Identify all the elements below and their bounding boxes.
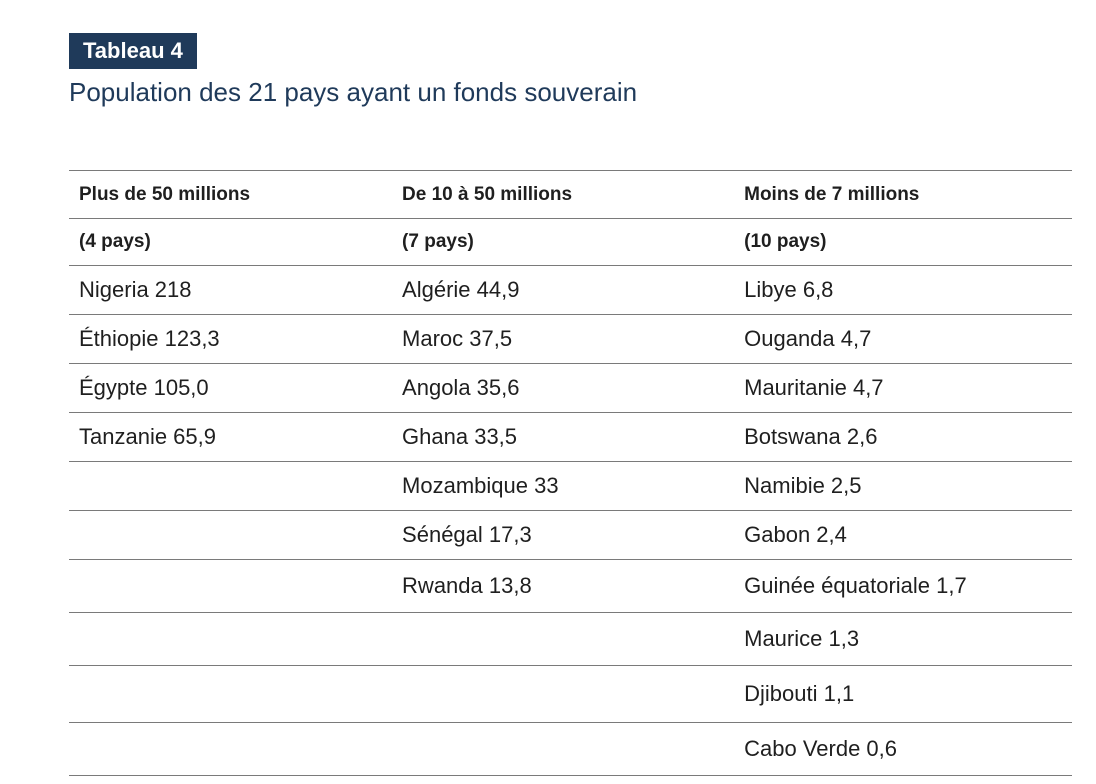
table-title: Population des 21 pays ayant un fonds so… bbox=[69, 77, 638, 107]
table-cell bbox=[392, 665, 735, 723]
table-cell: Djibouti 1,1 bbox=[734, 665, 1072, 723]
table-cell: Libye 6,8 bbox=[734, 265, 1072, 315]
table-row: Cabo Verde 0,6 bbox=[69, 722, 1072, 776]
column-count: (4 pays) bbox=[69, 218, 393, 266]
table-header-row: Plus de 50 millions De 10 à 50 millions … bbox=[69, 170, 1072, 219]
column-count: (10 pays) bbox=[734, 218, 1072, 266]
table-row: Rwanda 13,8 Guinée équatoriale 1,7 bbox=[69, 559, 1072, 613]
table-cell: Mozambique 33 bbox=[392, 461, 735, 511]
table-cell bbox=[69, 510, 393, 560]
column-header: De 10 à 50 millions bbox=[392, 170, 735, 219]
table-cell bbox=[392, 612, 735, 666]
table-cell: Tanzanie 65,9 bbox=[69, 412, 393, 462]
table-cell: Maurice 1,3 bbox=[734, 612, 1072, 666]
table-cell bbox=[69, 612, 393, 666]
table-row: Éthiopie 123,3 Maroc 37,5 Ouganda 4,7 bbox=[69, 314, 1072, 364]
table-cell: Égypte 105,0 bbox=[69, 363, 393, 413]
table-cell bbox=[69, 559, 393, 613]
table-cell: Angola 35,6 bbox=[392, 363, 735, 413]
table-cell: Maroc 37,5 bbox=[392, 314, 735, 364]
table-cell: Éthiopie 123,3 bbox=[69, 314, 393, 364]
table-row: Mozambique 33 Namibie 2,5 bbox=[69, 461, 1072, 511]
table-cell: Nigeria 218 bbox=[69, 265, 393, 315]
table-number-badge: Tableau 4 bbox=[69, 33, 197, 69]
table-cell: Mauritanie 4,7 bbox=[734, 363, 1072, 413]
table-cell: Rwanda 13,8 bbox=[392, 559, 735, 613]
table-row: Djibouti 1,1 bbox=[69, 665, 1072, 723]
table-cell: Ghana 33,5 bbox=[392, 412, 735, 462]
table-cell bbox=[69, 665, 393, 723]
table-row: Maurice 1,3 bbox=[69, 612, 1072, 666]
table-cell: Sénégal 17,3 bbox=[392, 510, 735, 560]
table-count-row: (4 pays) (7 pays) (10 pays) bbox=[69, 218, 1072, 266]
table-cell bbox=[69, 722, 393, 776]
column-header: Moins de 7 millions bbox=[734, 170, 1072, 219]
table-cell: Algérie 44,9 bbox=[392, 265, 735, 315]
column-header: Plus de 50 millions bbox=[69, 170, 393, 219]
table-cell: Ouganda 4,7 bbox=[734, 314, 1072, 364]
table-row: Égypte 105,0 Angola 35,6 Mauritanie 4,7 bbox=[69, 363, 1072, 413]
table-cell: Gabon 2,4 bbox=[734, 510, 1072, 560]
table-cell: Botswana 2,6 bbox=[734, 412, 1072, 462]
population-table: Plus de 50 millions De 10 à 50 millions … bbox=[69, 170, 1072, 776]
table-cell: Guinée équatoriale 1,7 bbox=[734, 559, 1072, 613]
table-cell bbox=[69, 461, 393, 511]
table-cell: Namibie 2,5 bbox=[734, 461, 1072, 511]
table-cell bbox=[392, 722, 735, 776]
table-row: Nigeria 218 Algérie 44,9 Libye 6,8 bbox=[69, 265, 1072, 315]
table-cell: Cabo Verde 0,6 bbox=[734, 722, 1072, 776]
table-row: Sénégal 17,3 Gabon 2,4 bbox=[69, 510, 1072, 560]
column-count: (7 pays) bbox=[392, 218, 735, 266]
table-row: Tanzanie 65,9 Ghana 33,5 Botswana 2,6 bbox=[69, 412, 1072, 462]
